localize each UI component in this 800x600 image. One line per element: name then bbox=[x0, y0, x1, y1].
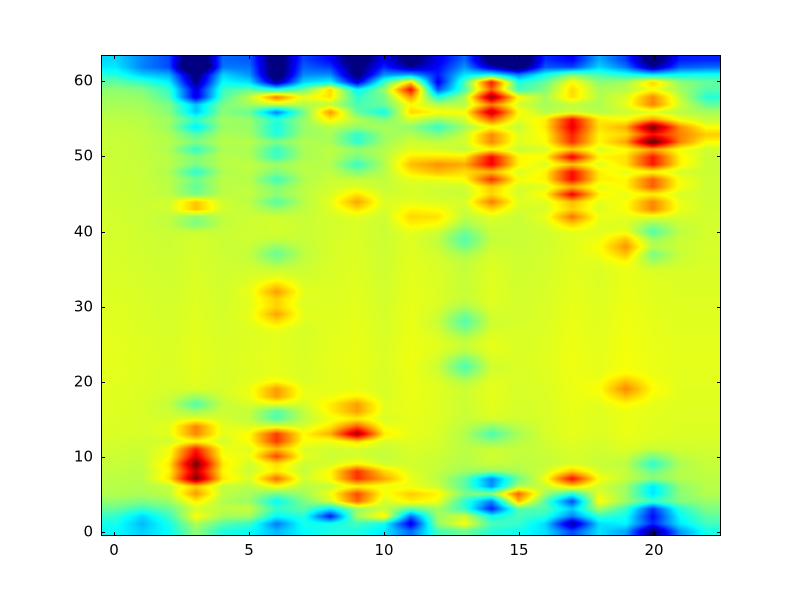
x-tick-mark-top bbox=[654, 55, 655, 59]
y-tick-mark bbox=[101, 232, 105, 233]
heatmap-image bbox=[102, 56, 720, 535]
y-tick-label: 0 bbox=[83, 522, 93, 541]
y-tick-mark-right bbox=[717, 307, 721, 308]
heatmap-axes[interactable] bbox=[101, 55, 721, 536]
x-tick-mark-top bbox=[249, 55, 250, 59]
y-tick-mark-right bbox=[717, 457, 721, 458]
y-tick-mark-right bbox=[717, 232, 721, 233]
x-tick-label: 5 bbox=[244, 541, 254, 559]
x-tick-mark-top bbox=[384, 55, 385, 59]
x-tick-mark bbox=[114, 532, 115, 536]
y-tick-label: 60 bbox=[73, 71, 93, 90]
y-tick-mark bbox=[101, 307, 105, 308]
x-tick-mark bbox=[654, 532, 655, 536]
x-tick-mark bbox=[384, 532, 385, 536]
x-tick-label: 10 bbox=[374, 541, 394, 559]
x-tick-mark bbox=[519, 532, 520, 536]
x-tick-mark bbox=[249, 532, 250, 536]
x-tick-mark-top bbox=[114, 55, 115, 59]
y-tick-mark-right bbox=[717, 382, 721, 383]
y-tick-mark bbox=[101, 382, 105, 383]
x-tick-label: 0 bbox=[109, 541, 119, 559]
y-tick-label: 40 bbox=[73, 222, 93, 241]
y-tick-mark bbox=[101, 81, 105, 82]
y-tick-mark bbox=[101, 457, 105, 458]
y-tick-label: 50 bbox=[73, 146, 93, 165]
x-tick-label: 20 bbox=[644, 541, 664, 559]
y-tick-mark bbox=[101, 156, 105, 157]
x-tick-label: 15 bbox=[509, 541, 529, 559]
y-tick-mark-right bbox=[717, 81, 721, 82]
x-tick-mark-top bbox=[519, 55, 520, 59]
y-tick-mark-right bbox=[717, 156, 721, 157]
y-tick-label: 10 bbox=[73, 447, 93, 466]
y-tick-mark bbox=[101, 532, 105, 533]
y-tick-label: 20 bbox=[73, 372, 93, 391]
y-tick-mark-right bbox=[717, 532, 721, 533]
y-tick-label: 30 bbox=[73, 297, 93, 316]
